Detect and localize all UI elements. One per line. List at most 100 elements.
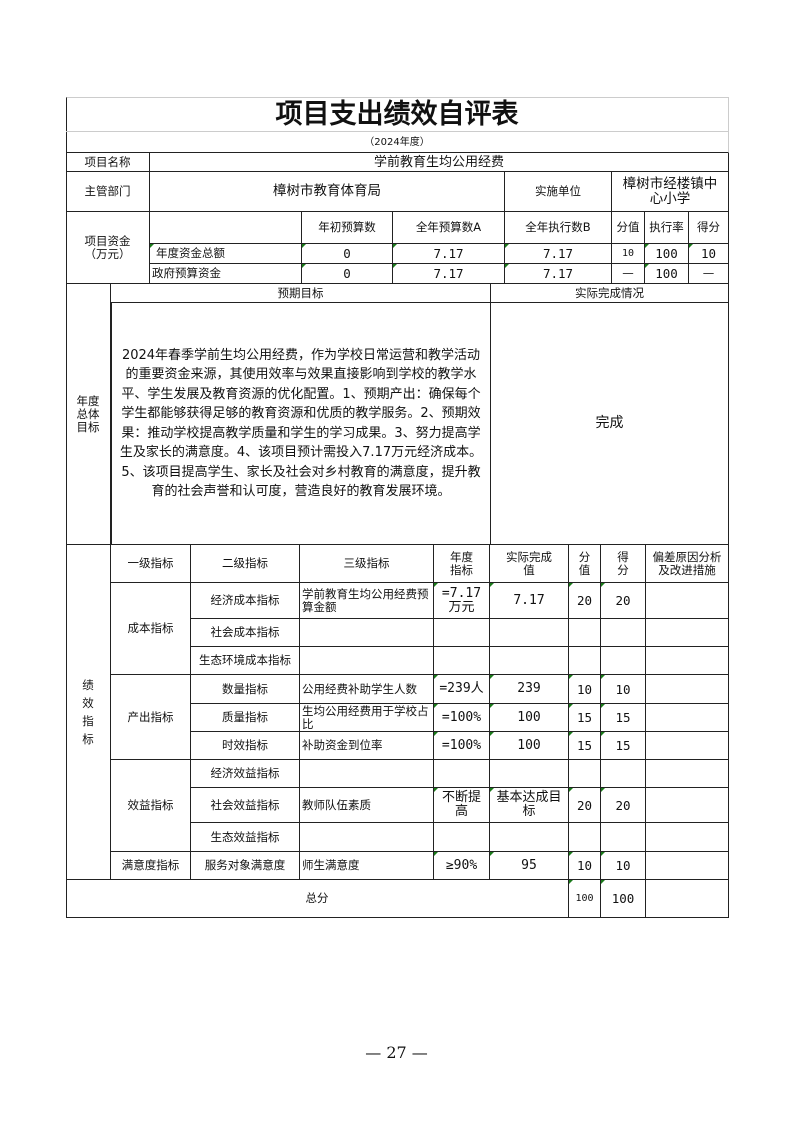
funds-header: 执行率 <box>645 212 689 244</box>
perf-cell-l3 <box>300 647 434 675</box>
perf-header: 年度指标 <box>434 545 490 583</box>
perf-cell-deviation <box>646 704 729 732</box>
impl-unit-value: 樟树市经楼镇中心小学 <box>612 172 729 212</box>
perf-cell-deviation <box>646 760 729 788</box>
perf-cell-target: 不断提高 <box>434 788 490 823</box>
project-name-label: 项目名称 <box>66 153 150 172</box>
perf-header: 得分 <box>601 545 646 583</box>
funds-cell: — <box>612 264 645 284</box>
actual-status-text: 完成 <box>491 303 729 545</box>
funds-row-name: 政府预算资金 <box>150 264 302 284</box>
perf-cell-actual <box>490 647 569 675</box>
funds-cell: 0 <box>302 264 393 284</box>
perf-cell-score: 20 <box>601 788 646 823</box>
level1-output: 产出指标 <box>111 675 191 760</box>
perf-cell-target <box>434 619 490 647</box>
perf-cell-l2: 社会成本指标 <box>191 619 300 647</box>
total-deviation <box>646 880 729 918</box>
expected-goal-text: 2024年春季学前生均公用经费，作为学校日常运营和教学活动的重要资金来源，其使用… <box>111 303 491 545</box>
funds-row-name: 年度资金总额 <box>150 244 302 264</box>
perf-cell-actual: 239 <box>490 675 569 704</box>
perf-cell-value <box>569 760 601 788</box>
impl-unit-label: 实施单位 <box>505 172 612 212</box>
perf-cell-value: 20 <box>569 583 601 619</box>
perf-header: 三级指标 <box>300 545 434 583</box>
perf-cell-l2: 时效指标 <box>191 732 300 760</box>
perf-cell-l3 <box>300 619 434 647</box>
funds-cell: 0 <box>302 244 393 264</box>
perf-cell-value: 15 <box>569 704 601 732</box>
perf-header: 二级指标 <box>191 545 300 583</box>
funds-cell: 7.17 <box>505 244 612 264</box>
perf-cell-score: 15 <box>601 704 646 732</box>
perf-cell-value: 15 <box>569 732 601 760</box>
perf-cell-score: 10 <box>601 852 646 880</box>
total-value: 100 <box>569 880 601 918</box>
perf-cell-actual: 100 <box>490 704 569 732</box>
funds-cell: — <box>689 264 729 284</box>
funds-cell: 7.17 <box>505 264 612 284</box>
goals-label: 年度总体目标 <box>66 284 111 545</box>
perf-label: 绩效指标 <box>66 545 111 880</box>
perf-cell-actual: 95 <box>490 852 569 880</box>
perf-cell-l3 <box>300 823 434 852</box>
perf-cell-deviation <box>646 647 729 675</box>
perf-cell-target: =239人 <box>434 675 490 704</box>
perf-cell-score <box>601 647 646 675</box>
perf-cell-target: =100% <box>434 704 490 732</box>
perf-cell-score: 20 <box>601 583 646 619</box>
dept-label: 主管部门 <box>66 172 150 212</box>
page-title: 项目支出绩效自评表 <box>66 97 729 132</box>
perf-cell-score: 15 <box>601 732 646 760</box>
level1-cost: 成本指标 <box>111 583 191 675</box>
perf-cell-score: 10 <box>601 675 646 704</box>
perf-cell-actual <box>490 619 569 647</box>
perf-cell-l2: 经济效益指标 <box>191 760 300 788</box>
level1-benefit: 效益指标 <box>111 760 191 852</box>
perf-cell-l3: 师生满意度 <box>300 852 434 880</box>
page-number: — 27 — <box>365 1043 428 1062</box>
perf-cell-deviation <box>646 823 729 852</box>
funds-cell: 10 <box>689 244 729 264</box>
funds-cell: 100 <box>645 244 689 264</box>
perf-cell-value: 10 <box>569 675 601 704</box>
level1-satisfaction: 满意度指标 <box>111 852 191 880</box>
expected-goal-header: 预期目标 <box>111 284 491 303</box>
perf-cell-deviation <box>646 583 729 619</box>
funds-header: 全年执行数B <box>505 212 612 244</box>
perf-header: 偏差原因分析及改进措施 <box>646 545 729 583</box>
perf-cell-actual: 100 <box>490 732 569 760</box>
funds-cell: 100 <box>645 264 689 284</box>
funds-header: 得分 <box>689 212 729 244</box>
perf-cell-score <box>601 760 646 788</box>
total-score: 100 <box>601 880 646 918</box>
perf-cell-value: 20 <box>569 788 601 823</box>
dept-value: 樟树市教育体育局 <box>150 172 505 212</box>
perf-cell-deviation <box>646 788 729 823</box>
perf-cell-score <box>601 619 646 647</box>
funds-cell: 7.17 <box>393 264 505 284</box>
perf-cell-target: =100% <box>434 732 490 760</box>
perf-cell-target <box>434 823 490 852</box>
actual-status-header: 实际完成情况 <box>491 284 729 303</box>
perf-cell-l2: 服务对象满意度 <box>191 852 300 880</box>
year-subtitle: （2024年度） <box>66 132 729 153</box>
project-name: 学前教育生均公用经费 <box>150 153 729 172</box>
perf-cell-deviation <box>646 619 729 647</box>
perf-cell-score <box>601 823 646 852</box>
perf-cell-l3 <box>300 760 434 788</box>
perf-cell-deviation <box>646 732 729 760</box>
funds-header-blank <box>150 212 302 244</box>
perf-cell-target <box>434 647 490 675</box>
perf-cell-l3: 补助资金到位率 <box>300 732 434 760</box>
perf-cell-actual <box>490 760 569 788</box>
perf-cell-value: 10 <box>569 852 601 880</box>
perf-cell-value <box>569 647 601 675</box>
perf-cell-l2: 数量指标 <box>191 675 300 704</box>
total-label: 总分 <box>66 880 569 918</box>
perf-cell-l2: 生态效益指标 <box>191 823 300 852</box>
funds-label: 项目资金（万元） <box>66 212 150 284</box>
perf-cell-value <box>569 823 601 852</box>
perf-cell-target <box>434 760 490 788</box>
